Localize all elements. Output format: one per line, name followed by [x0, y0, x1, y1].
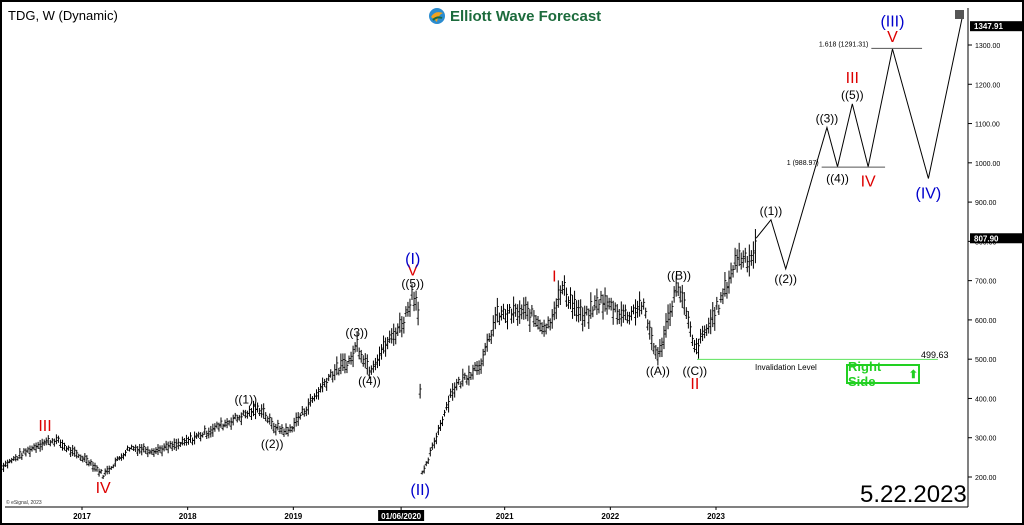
logo-globe-icon — [429, 8, 445, 24]
copyright-note: © eSignal, 2023 — [6, 500, 42, 506]
current-price-tag-box — [970, 233, 1022, 244]
wave-label: ((B)) — [667, 269, 691, 283]
wave-label: IV — [861, 174, 876, 191]
logo-text: Elliott Wave Forecast — [450, 7, 602, 25]
wave-label: V — [887, 29, 898, 46]
x-tick-label: 2021 — [496, 512, 514, 521]
invalidation-label: Invalidation Level — [755, 363, 817, 372]
y-tick-label: 400.00 — [975, 396, 997, 403]
wave-label: ((2)) — [261, 437, 284, 451]
wave-label: (III) — [880, 13, 904, 30]
x-tick-label: 2017 — [73, 512, 91, 521]
wave-label: ((4)) — [358, 374, 381, 388]
invalidation-value: 499.63 — [921, 350, 949, 360]
x-tick-label: 2019 — [284, 512, 302, 521]
x-tick-label: 2018 — [179, 512, 197, 521]
wave-label: IV — [96, 480, 111, 497]
y-tick-label: 200.00 — [975, 475, 997, 482]
wave-label: (II) — [410, 482, 430, 499]
price-bars — [0, 229, 757, 479]
up-arrow-icon: ⬆ — [908, 368, 918, 381]
wave-label: I — [552, 269, 556, 286]
wave-label: ((3)) — [816, 111, 839, 125]
wave-label: ((5)) — [841, 88, 864, 102]
axes: 200.00300.00400.00500.00600.00700.00800.… — [5, 8, 1022, 521]
y-tick-label: 500.00 — [975, 357, 997, 364]
y-tick-label: 1200.00 — [975, 82, 1000, 89]
logo: Elliott Wave Forecast — [428, 7, 601, 25]
wave-label: ((1)) — [234, 392, 257, 406]
y-tick-label: 900.00 — [975, 200, 997, 207]
wave-label: ((5)) — [401, 276, 424, 290]
projection-path — [755, 17, 963, 271]
settings-icon[interactable] — [955, 10, 964, 19]
wave-label: ((3)) — [345, 326, 368, 340]
x-highlight-box — [378, 510, 425, 521]
wave-label: III — [38, 418, 51, 435]
top-price-tag: 1347.91 — [974, 22, 1003, 31]
fib-level-label: 1 (988.97) — [787, 160, 819, 167]
x-tick-label: 2023 — [707, 512, 725, 521]
wave-label: ((A)) — [646, 364, 670, 378]
wave-label: II — [690, 376, 699, 393]
y-tick-label: 300.00 — [975, 436, 997, 443]
y-tick-label: 1100.00 — [975, 122, 1000, 129]
y-tick-label: 600.00 — [975, 318, 997, 325]
current-price-tag: 807.90 — [974, 234, 999, 243]
wave-label: ((2)) — [774, 272, 797, 286]
wave-labels: IIIIV((1))((2))((3))((4))((5))V(I)(II)I(… — [38, 13, 941, 499]
wave-label: ((C)) — [683, 364, 708, 378]
right-side-label: Right Side — [848, 359, 882, 389]
x-tick-label: 01/06/2020 — [381, 512, 422, 521]
fibonacci-levels: 1.618 (1291.31) 1 (988.97) — [696, 41, 938, 360]
x-tick-label: 2022 — [601, 512, 619, 521]
fib-level-label: 1.618 (1291.31) — [819, 41, 868, 48]
top-price-tag-box — [970, 21, 1022, 32]
wave-label: ((4)) — [826, 172, 849, 186]
wave-label: V — [407, 263, 418, 280]
date-stamp: 5.22.2023 — [860, 481, 967, 508]
projection-line — [755, 17, 963, 271]
ticker-title: TDG, W (Dynamic) — [8, 8, 118, 23]
wave-label: ((1)) — [760, 204, 783, 218]
wave-label: III — [846, 70, 859, 87]
y-tick-label: 1000.00 — [975, 161, 1000, 168]
wave-label: (I) — [405, 251, 420, 268]
wave-label: (IV) — [915, 185, 941, 202]
right-side-badge: Right Side ⬆ — [846, 359, 920, 389]
y-tick-label: 1300.00 — [975, 43, 1000, 50]
y-tick-label: 700.00 — [975, 279, 997, 286]
